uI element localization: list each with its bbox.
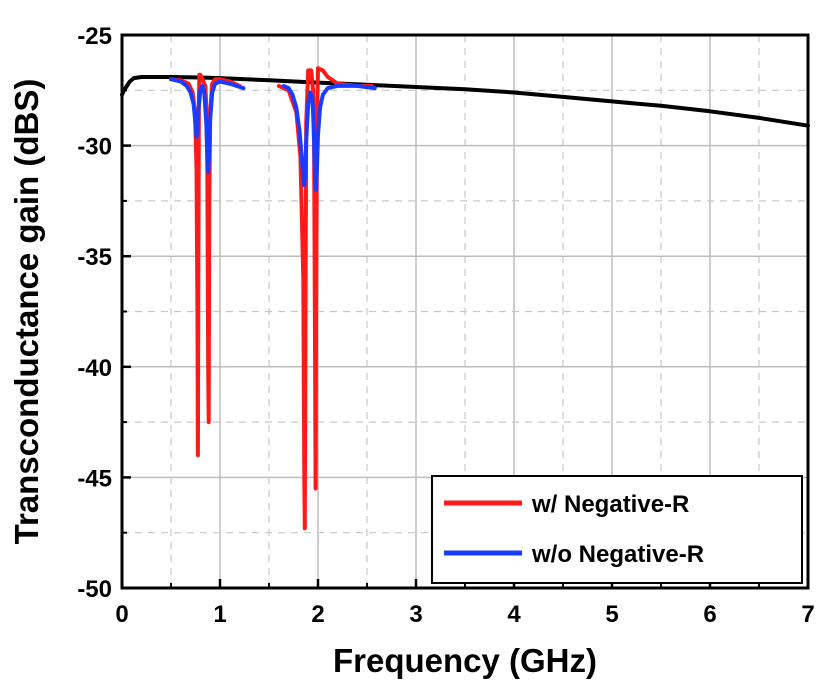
y-tick-label: -45 (77, 465, 112, 492)
x-tick-label: 2 (311, 601, 324, 628)
x-tick-label: 4 (507, 601, 521, 628)
series-layer (120, 66, 810, 531)
x-tick-label: 1 (213, 601, 226, 628)
x-axis-title: Frequency (GHz) (333, 642, 597, 679)
y-tick-label: -35 (77, 244, 112, 271)
x-tick-label: 7 (801, 601, 814, 628)
y-tick-label: -50 (77, 576, 112, 603)
series-line-w-o-negative-r-1 (281, 83, 377, 192)
legend-label-with-negative-r: w/ Negative-R (531, 491, 689, 518)
series-line-w-o-negative-r-0 (169, 77, 246, 175)
series-line-w-negative-r-1 (276, 66, 374, 531)
x-tick-label: 6 (703, 601, 716, 628)
y-tick-label: -30 (77, 134, 112, 161)
legend-box (431, 475, 803, 584)
legend-label-without-negative-r: w/o Negative-R (531, 541, 704, 568)
y-tick-label: -25 (77, 23, 112, 50)
y-tick-label: -40 (77, 355, 112, 382)
legend: w/ Negative-R w/o Negative-R (431, 475, 803, 584)
x-tick-label: 3 (409, 601, 422, 628)
y-axis-title: Transconductance gain (dBS) (8, 79, 45, 545)
x-tick-label: 5 (605, 601, 618, 628)
x-tick-label: 0 (115, 601, 128, 628)
series-line-baseline-0 (120, 75, 810, 128)
tick-labels: 0 1 2 3 4 5 6 7 -25 -30 -35 -40 -45 -50 (77, 23, 814, 628)
